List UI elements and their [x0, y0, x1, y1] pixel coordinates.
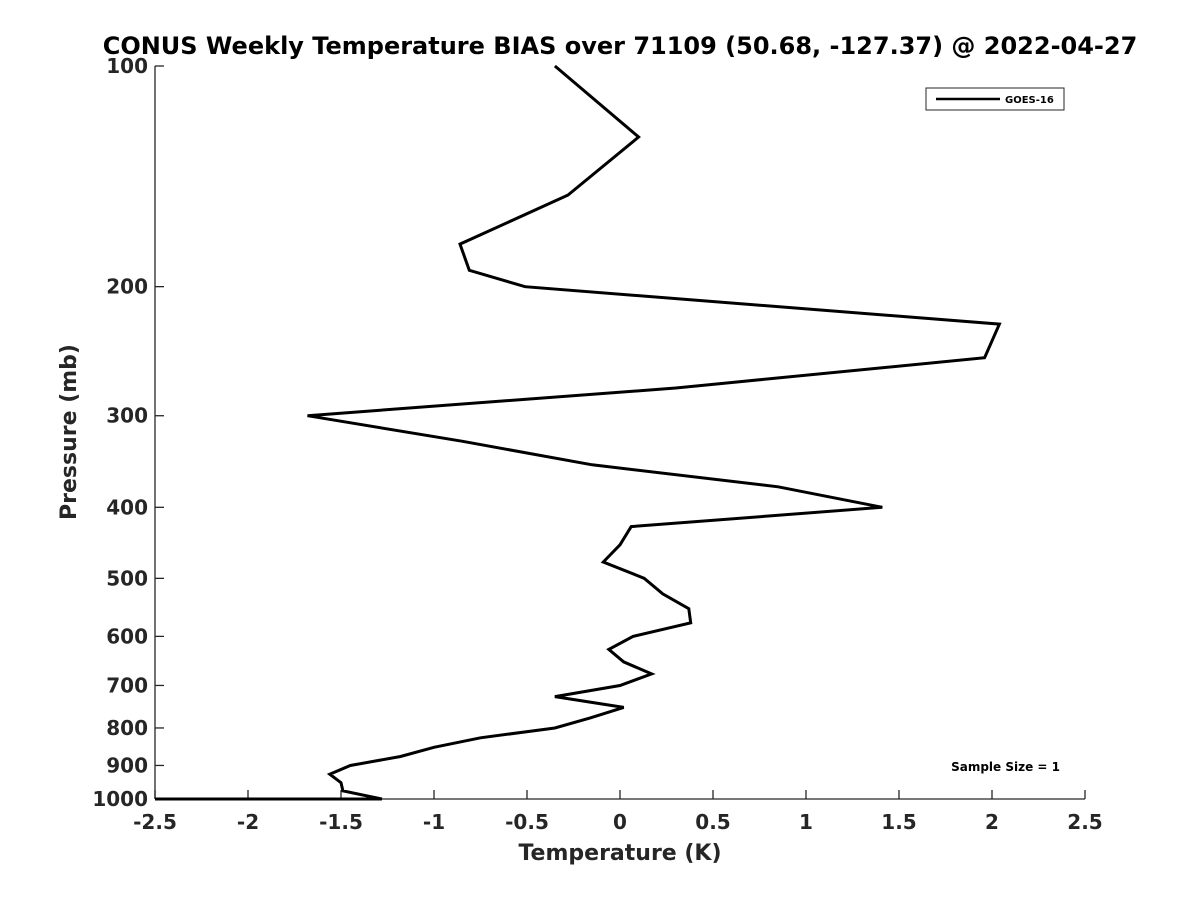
x-tick-label: 2.5 [1067, 810, 1102, 834]
x-tick-label: 0 [613, 810, 627, 834]
x-tick-label: 2 [985, 810, 999, 834]
y-tick-label: 100 [106, 54, 148, 78]
legend: GOES-16 [925, 87, 1065, 111]
y-axis-label: Pressure (mb) [57, 344, 82, 520]
y-tick-label: 300 [106, 404, 148, 428]
y-tick-label: 200 [106, 275, 148, 299]
x-tick-label: -2 [237, 810, 259, 834]
x-tick-label: 1 [799, 810, 813, 834]
x-tick-label: -1 [423, 810, 445, 834]
y-tick-label: 600 [106, 624, 148, 648]
sample-size-note: Sample Size = 1 [951, 760, 1060, 774]
x-tick-label: -0.5 [505, 810, 549, 834]
y-tick-label: 700 [106, 673, 148, 697]
y-ticks: 100 200 300 400 500 600 700 800 900 1000 [92, 54, 164, 811]
series-line-goes-16 [155, 64, 1002, 801]
chart-title: CONUS Weekly Temperature BIAS over 71109… [103, 32, 1138, 60]
series-layer [155, 64, 1002, 801]
x-ticks: -2.5 -2 -1.5 -1 -0.5 0 0.5 1 1.5 2 2.5 [133, 790, 1103, 834]
x-axis-label: Temperature (K) [518, 841, 721, 866]
plot-axes [154, 66, 1085, 800]
y-tick-label: 400 [106, 495, 148, 519]
x-tick-label: 1.5 [881, 810, 916, 834]
x-tick-label: -2.5 [133, 810, 177, 834]
x-tick-label: -1.5 [319, 810, 363, 834]
legend-entry-goes-16: GOES-16 [1005, 95, 1054, 106]
y-tick-label: 800 [106, 716, 148, 740]
y-tick-label: 900 [106, 753, 148, 777]
x-tick-label: 0.5 [695, 810, 730, 834]
y-tick-label: 1000 [92, 787, 148, 811]
y-tick-label: 500 [106, 566, 148, 590]
